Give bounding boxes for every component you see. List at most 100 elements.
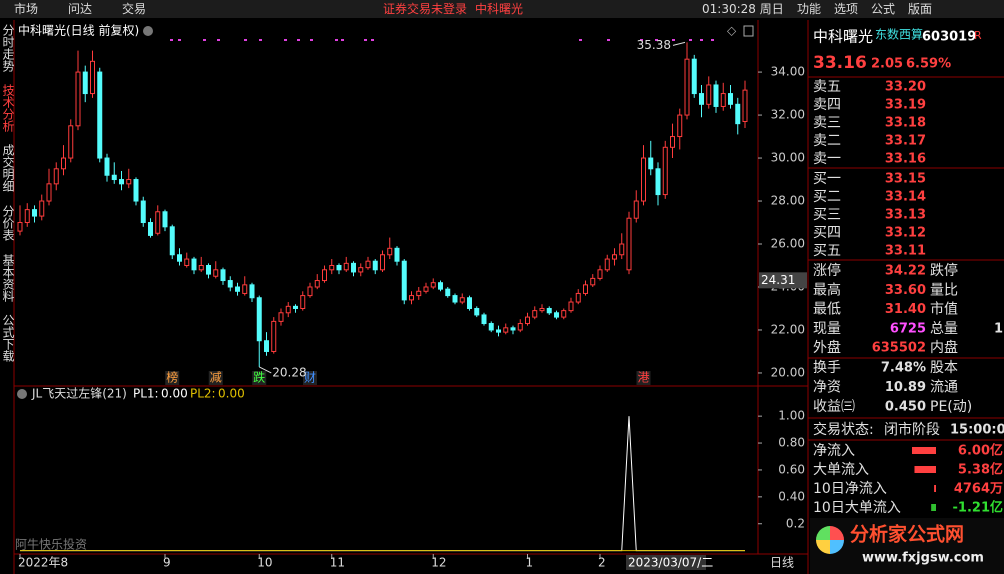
candle-body bbox=[445, 288, 451, 297]
chart-title: 中科曙光(日线 前复权) bbox=[18, 23, 139, 38]
candle-body bbox=[198, 265, 204, 271]
candle-body bbox=[336, 265, 342, 271]
quote-value: 33.60 bbox=[885, 283, 926, 298]
side-tab[interactable]: 公式下载 bbox=[1, 314, 15, 362]
candle-body bbox=[300, 295, 306, 309]
candle-body bbox=[343, 262, 349, 271]
candle-body bbox=[517, 323, 523, 331]
quote-value: 635502 bbox=[872, 341, 926, 356]
menu-item[interactable]: 交易 bbox=[122, 2, 147, 16]
y-tick-label: 0.80 bbox=[778, 436, 805, 450]
annotation: 20.28 bbox=[272, 365, 306, 379]
period[interactable]: 日线 bbox=[770, 556, 794, 570]
cursor-date-box bbox=[626, 555, 706, 570]
menu-item[interactable]: 问达 bbox=[68, 2, 93, 16]
candle-body bbox=[184, 258, 190, 267]
candle-body bbox=[322, 269, 327, 282]
candle-body bbox=[699, 93, 704, 105]
candle-body bbox=[633, 200, 639, 219]
x-tick-label: 9 bbox=[163, 556, 171, 570]
candle-body bbox=[648, 157, 654, 170]
candle-body bbox=[459, 297, 465, 303]
chart-bg bbox=[14, 20, 808, 554]
y-tick-label: 26.00 bbox=[771, 237, 805, 251]
candle-body bbox=[720, 93, 726, 107]
annotation-line bbox=[672, 41, 686, 46]
flag: R bbox=[974, 29, 982, 42]
legend-value: 0.00 bbox=[218, 387, 245, 401]
candle-body bbox=[256, 297, 262, 342]
side-tab[interactable]: 基本资料 bbox=[1, 254, 15, 302]
candle-body bbox=[148, 222, 153, 236]
candle-body bbox=[706, 84, 712, 105]
flow-bar bbox=[914, 466, 936, 473]
change-pct: 6.59% bbox=[906, 57, 951, 72]
icon[interactable]: ◇ bbox=[727, 24, 737, 38]
status-label: 交易状态: bbox=[813, 421, 874, 438]
candle-body bbox=[97, 71, 103, 159]
menu-item[interactable]: 选项 bbox=[834, 2, 859, 16]
candle-body bbox=[728, 93, 733, 105]
indicator-title: JL飞天过左锋(21) bbox=[31, 386, 127, 401]
concept: 东数西算 bbox=[875, 27, 923, 42]
y-tick-label: 32.00 bbox=[771, 108, 805, 122]
candle-body bbox=[438, 282, 443, 290]
event-box bbox=[303, 371, 317, 385]
login-notice: 证券交易未登录 bbox=[383, 2, 468, 16]
candle-body bbox=[119, 179, 124, 185]
side-tab[interactable]: 技术分析 bbox=[1, 84, 15, 132]
flow-value: 5.38亿 bbox=[958, 462, 1003, 478]
indicator-button[interactable] bbox=[17, 389, 27, 399]
change: 2.05 bbox=[871, 57, 903, 72]
candle-body bbox=[612, 254, 617, 260]
title-button[interactable] bbox=[143, 26, 153, 36]
candle-body bbox=[278, 312, 284, 322]
logo: 分析家公式网 www.fxjgsw.com bbox=[810, 518, 1004, 574]
event-label: 财 bbox=[304, 371, 316, 385]
candle-body bbox=[82, 71, 88, 95]
candle-body bbox=[423, 286, 429, 292]
candle-body bbox=[452, 295, 458, 303]
menu-item[interactable]: 公式 bbox=[871, 2, 896, 16]
candle-body bbox=[39, 200, 45, 217]
candle-body bbox=[735, 103, 741, 125]
candle-body bbox=[510, 327, 516, 331]
flow-label: 大单流入 bbox=[813, 462, 869, 478]
event-label: 减 bbox=[210, 371, 222, 385]
y-tick-label: 22.00 bbox=[771, 322, 805, 336]
side-tab[interactable]: 分价表 bbox=[1, 205, 15, 241]
quote-value: 31.40 bbox=[885, 302, 926, 317]
candle-body bbox=[575, 292, 581, 303]
event-label: 跌 bbox=[253, 370, 265, 385]
quote-label: 内盘 bbox=[930, 339, 958, 356]
candle-body bbox=[177, 254, 182, 262]
candle-body bbox=[61, 157, 66, 170]
price-marker-label: 24.31 bbox=[761, 273, 795, 287]
menu-item[interactable]: 功能 bbox=[797, 2, 822, 16]
flow-bar bbox=[912, 447, 936, 454]
candle-body bbox=[351, 262, 356, 273]
quote-label: 买五 bbox=[813, 243, 841, 259]
candle-body bbox=[532, 310, 538, 318]
candle-body bbox=[604, 258, 610, 271]
menu-item[interactable]: 版面 bbox=[908, 2, 933, 16]
icon[interactable] bbox=[743, 25, 754, 37]
flow-label: 10日大单流入 bbox=[813, 500, 901, 516]
quote-label: 跌停 bbox=[930, 262, 958, 279]
quote-label: 外盘 bbox=[813, 339, 841, 356]
stock-code: 603019 bbox=[922, 30, 976, 45]
event-box bbox=[208, 371, 223, 385]
quote-value: 33.16 bbox=[885, 152, 926, 167]
candle-body bbox=[235, 286, 240, 292]
event-box bbox=[165, 371, 180, 385]
menu-item[interactable]: 市场 bbox=[14, 2, 39, 16]
side-tab[interactable]: 分时走势 bbox=[1, 24, 15, 72]
event-box bbox=[252, 371, 267, 385]
candle-body bbox=[365, 260, 371, 269]
quote-label: 收益㈢ bbox=[813, 399, 855, 415]
candle-body bbox=[140, 200, 146, 224]
side-tab[interactable]: 成交明细 bbox=[1, 144, 15, 192]
quote-value: 33.13 bbox=[885, 208, 926, 223]
candle-body bbox=[104, 157, 110, 176]
